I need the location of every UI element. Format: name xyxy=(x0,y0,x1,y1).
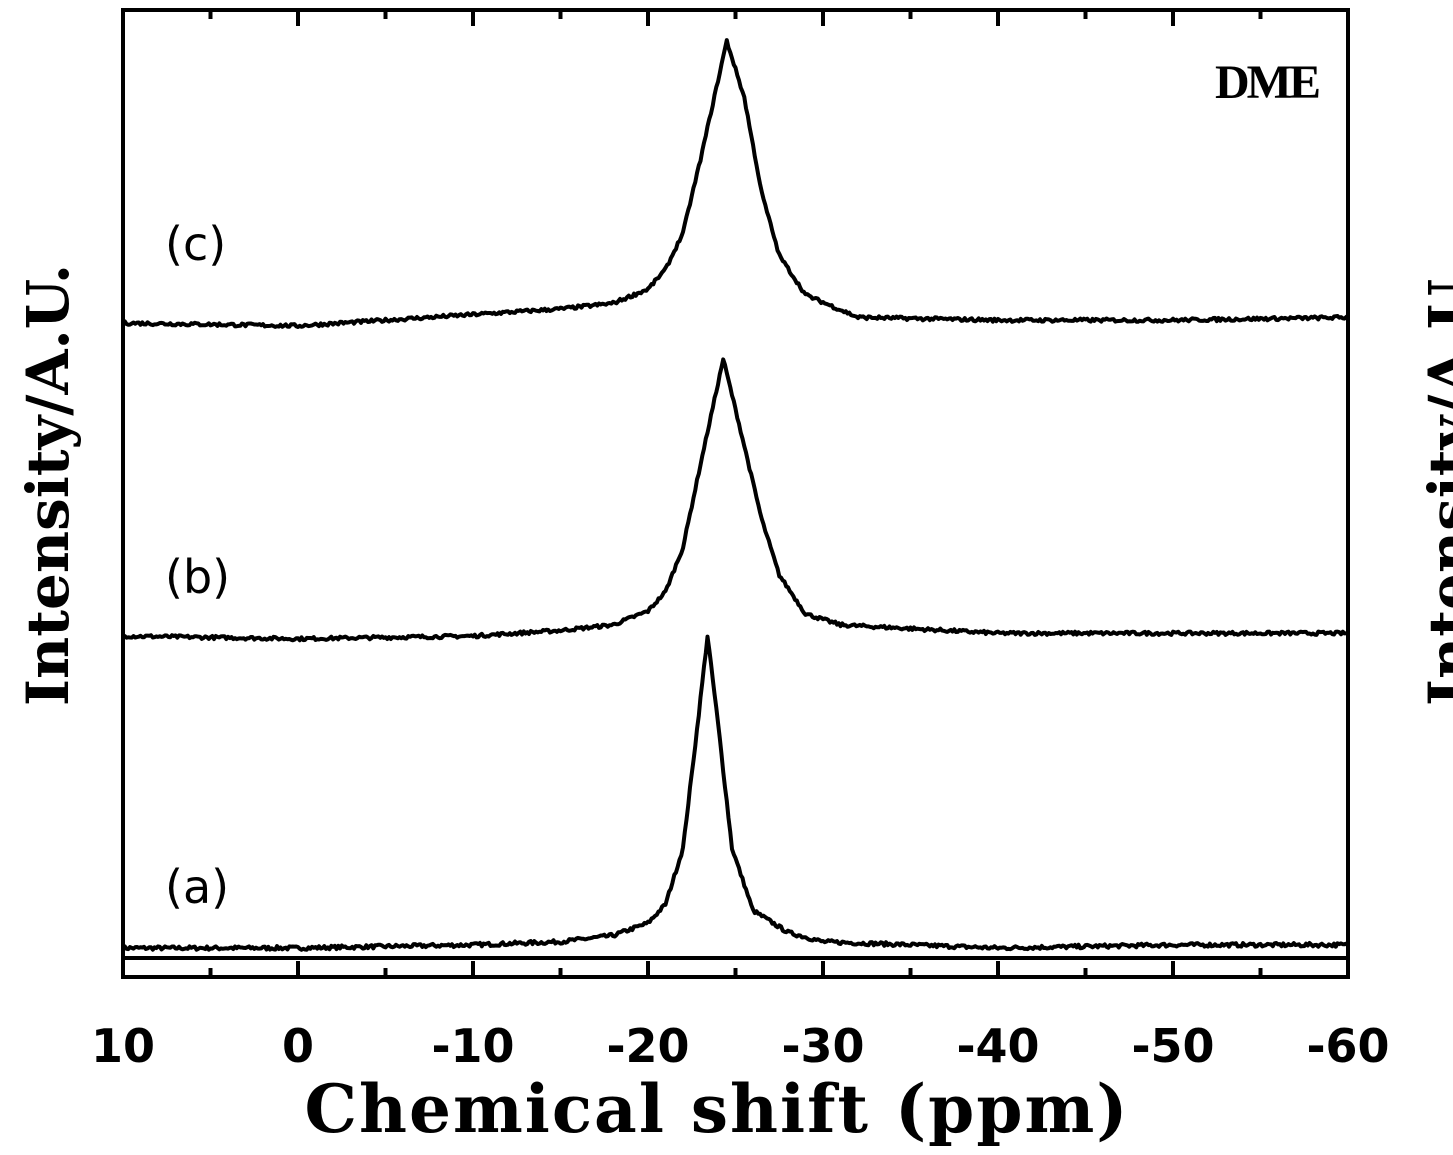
spectrum-line xyxy=(121,38,1350,329)
clipped-y-axis-title: Intensity/A.U. xyxy=(1416,264,1453,706)
spectrum-line xyxy=(121,634,1350,952)
y-axis-title: Intensity/A.U. xyxy=(14,264,82,706)
curve-label: (a) xyxy=(165,860,229,914)
curve-labels: (a) (b) (c) xyxy=(165,217,230,914)
spectra-series xyxy=(121,38,1350,952)
x-tick-label: -50 xyxy=(1131,1019,1214,1073)
spectrum-line xyxy=(122,357,1349,643)
x-tick-label: 10 xyxy=(91,1019,155,1073)
curve-label: (c) xyxy=(165,217,226,271)
x-tick-label: -20 xyxy=(606,1019,689,1073)
x-tick-label: -10 xyxy=(431,1019,514,1073)
x-tick-label: -30 xyxy=(781,1019,864,1073)
x-tick-label: -60 xyxy=(1306,1019,1389,1073)
plot-frame xyxy=(121,8,1350,979)
x-tick-label: 0 xyxy=(282,1019,314,1073)
curve-label: (b) xyxy=(165,550,230,604)
x-tick-label: -40 xyxy=(956,1019,1039,1073)
panel-label: DME xyxy=(1215,56,1319,109)
x-axis-title: Chemical shift (ppm) xyxy=(304,1070,1129,1148)
x-axis-ticks xyxy=(121,10,1350,977)
x-axis-tick-labels: 10 0 -10 -20 -30 -40 -50 -60 xyxy=(91,1019,1390,1073)
